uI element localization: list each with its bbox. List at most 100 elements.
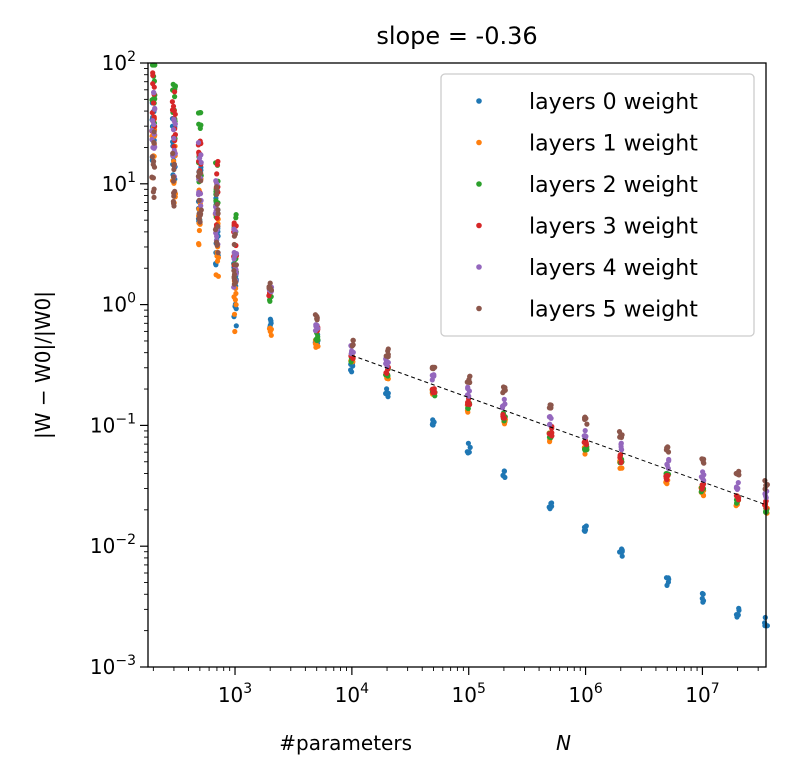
data-point xyxy=(466,377,472,383)
x-tick-label: 103 xyxy=(218,681,252,707)
data-point xyxy=(214,215,220,221)
data-point xyxy=(170,103,177,109)
data-point xyxy=(266,326,273,332)
data-point xyxy=(617,452,623,458)
legend-label: layers 2 weight xyxy=(529,173,698,198)
data-point xyxy=(170,198,176,205)
data-point xyxy=(169,99,175,105)
data-point xyxy=(736,472,742,478)
data-point xyxy=(619,549,625,555)
data-point xyxy=(312,328,319,334)
data-point xyxy=(214,187,220,193)
data-point xyxy=(733,485,740,491)
data-point xyxy=(350,349,356,355)
data-point xyxy=(432,389,438,396)
data-point xyxy=(314,322,320,328)
data-point xyxy=(266,285,272,291)
data-point xyxy=(233,323,239,329)
data-point xyxy=(583,440,589,446)
data-point xyxy=(385,351,391,358)
data-point xyxy=(619,465,625,471)
data-point xyxy=(231,222,237,228)
legend-marker xyxy=(476,264,482,270)
data-point xyxy=(618,432,624,439)
legend-entry: layers 3 weight xyxy=(476,215,698,240)
legend-box xyxy=(440,73,755,337)
legend-entry: layers 1 weight xyxy=(476,132,698,157)
legend-entry: layers 2 weight xyxy=(476,173,698,198)
data-point xyxy=(502,474,508,480)
data-point xyxy=(735,497,742,503)
data-point xyxy=(665,449,672,455)
data-point xyxy=(350,337,356,343)
data-point xyxy=(267,280,273,286)
fit-line-layer xyxy=(351,354,767,506)
data-point xyxy=(736,605,742,611)
data-point xyxy=(500,390,506,396)
data-point xyxy=(429,422,435,428)
data-point xyxy=(149,154,155,160)
data-point xyxy=(383,358,389,364)
legend-label: layers 4 weight xyxy=(529,256,698,281)
data-point xyxy=(467,444,473,450)
data-point xyxy=(734,493,740,499)
data-point xyxy=(665,444,671,450)
data-point xyxy=(196,197,202,203)
data-point xyxy=(315,337,321,343)
data-point xyxy=(150,144,156,151)
data-point xyxy=(549,503,555,509)
data-point xyxy=(699,486,705,492)
y-tick-label: 102 xyxy=(102,49,136,75)
data-point xyxy=(213,272,219,278)
data-point xyxy=(151,194,157,200)
data-point xyxy=(197,219,203,225)
data-point xyxy=(465,386,471,392)
data-point xyxy=(465,440,471,446)
data-point xyxy=(231,249,237,256)
data-point xyxy=(150,81,156,87)
data-point xyxy=(214,201,220,207)
data-point xyxy=(151,96,157,102)
data-point xyxy=(171,162,177,169)
data-point xyxy=(619,553,625,559)
data-point xyxy=(171,190,177,196)
data-point xyxy=(467,401,473,408)
data-point xyxy=(618,459,624,465)
legend-entry: layers 0 weight xyxy=(476,90,698,115)
legend-marker xyxy=(476,98,482,104)
x-axis-label-text: #parameters xyxy=(279,731,412,755)
data-point xyxy=(151,140,157,146)
legend-entry: layers 4 weight xyxy=(476,256,698,281)
data-point xyxy=(666,458,672,464)
data-point xyxy=(233,262,239,268)
data-point xyxy=(151,158,157,164)
data-point xyxy=(267,298,273,304)
data-point xyxy=(150,118,156,124)
data-point xyxy=(663,473,669,479)
legend-label: layers 3 weight xyxy=(529,215,698,240)
data-point xyxy=(171,144,177,150)
data-point xyxy=(170,178,177,184)
data-points xyxy=(149,62,771,629)
y-tick-label: 10−1 xyxy=(90,411,136,437)
data-point xyxy=(431,386,437,392)
data-point xyxy=(171,118,177,124)
data-point xyxy=(582,428,588,434)
chart-title: slope = -0.36 xyxy=(376,22,537,50)
data-point xyxy=(196,211,202,217)
data-point xyxy=(171,135,177,142)
data-point xyxy=(762,614,768,621)
data-point xyxy=(198,178,204,184)
data-point xyxy=(268,332,274,338)
legend-marker xyxy=(476,139,482,146)
data-point xyxy=(150,100,157,106)
data-point xyxy=(170,127,177,133)
data-point xyxy=(150,72,156,78)
x-tick-label: 106 xyxy=(568,681,602,707)
data-point xyxy=(385,394,391,400)
y-tick-label: 100 xyxy=(102,291,136,317)
data-point xyxy=(231,275,237,281)
y-tick-label: 10−2 xyxy=(90,532,136,558)
data-point xyxy=(198,203,204,209)
